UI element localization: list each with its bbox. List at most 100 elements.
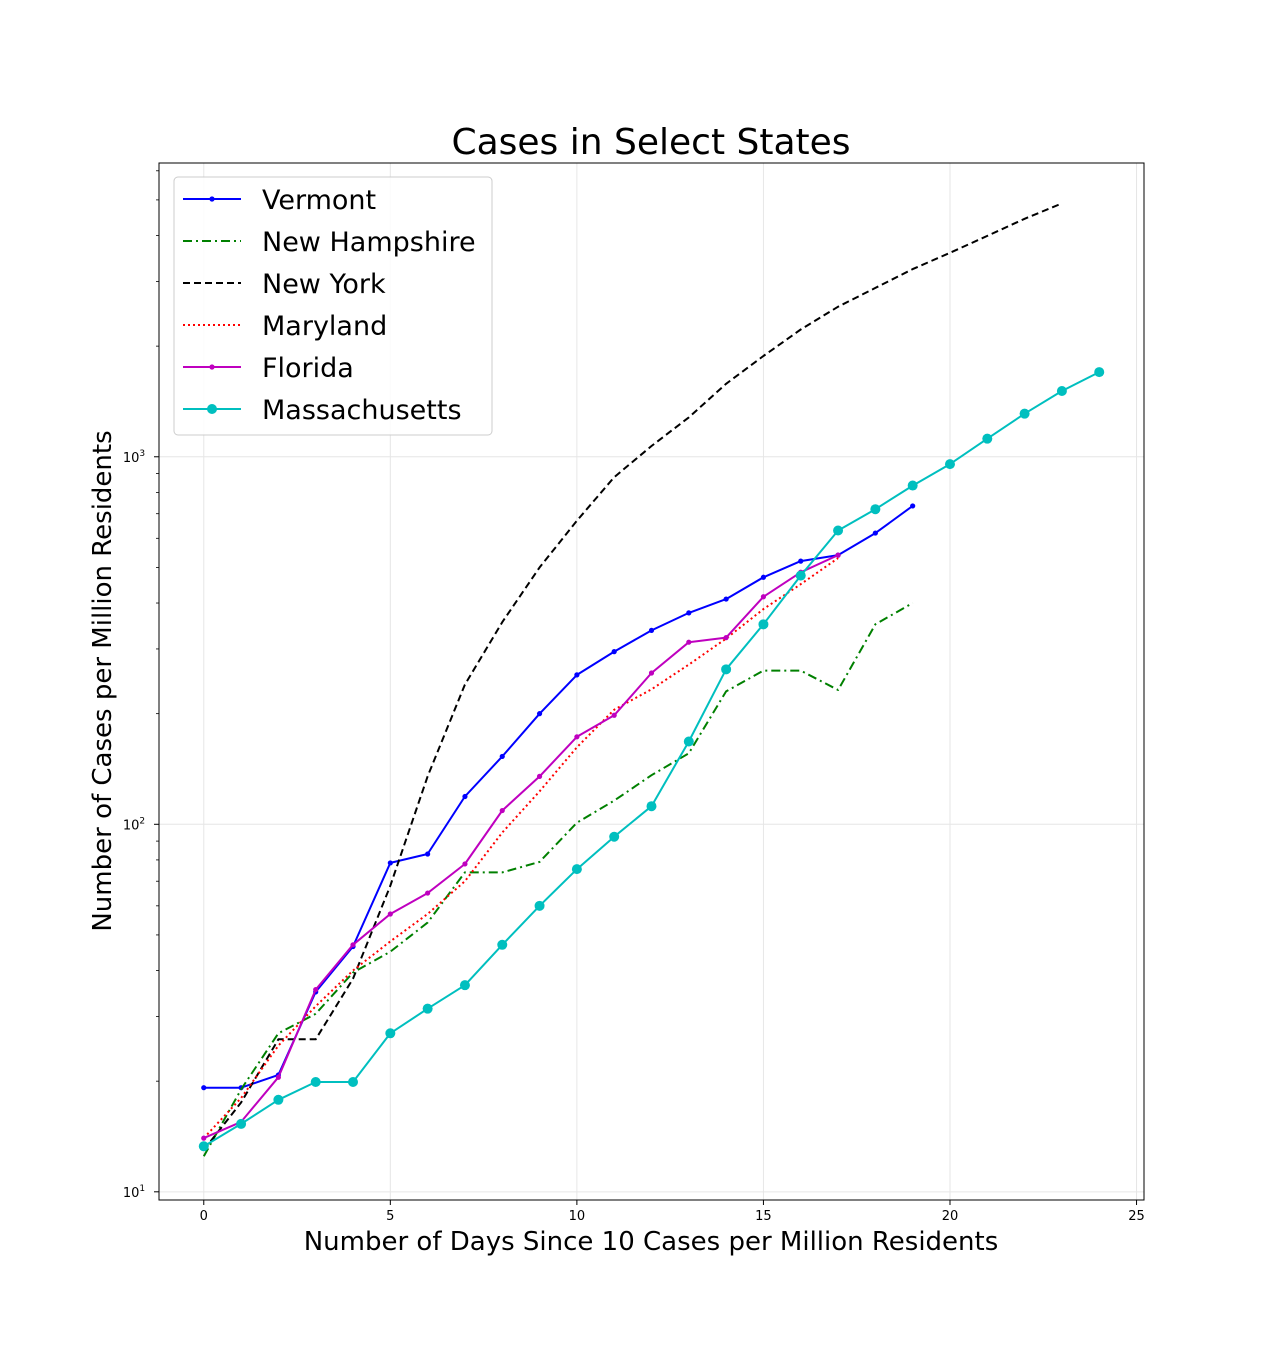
data-point	[499, 753, 505, 760]
series-line	[202, 602, 914, 1157]
data-point	[313, 986, 319, 993]
data-point	[310, 1076, 321, 1087]
legend-item: New York	[183, 269, 386, 300]
data-point	[760, 594, 767, 600]
data-point	[798, 558, 804, 564]
data-point	[609, 831, 620, 842]
data-point	[760, 574, 767, 580]
data-point	[459, 980, 470, 991]
series-massachusetts	[198, 367, 1105, 1152]
data-point	[982, 433, 993, 444]
legend-label: Florida	[262, 353, 354, 384]
x-tick-label: 10	[569, 1209, 586, 1224]
data-point	[425, 851, 431, 857]
data-point	[385, 1028, 396, 1039]
data-point	[686, 610, 692, 616]
data-point	[198, 1141, 209, 1152]
data-point	[835, 552, 841, 558]
series-line	[203, 557, 839, 1139]
series-line	[203, 505, 914, 1089]
data-point	[1019, 408, 1030, 419]
legend: Vermont New Hampshire New York Maryland Flor…	[173, 176, 493, 436]
data-point	[833, 525, 844, 536]
series-line	[203, 202, 1063, 1151]
data-series	[198, 202, 1105, 1157]
x-tick-label: 20	[942, 1209, 959, 1224]
legend-marker	[207, 404, 217, 414]
data-point	[574, 734, 580, 740]
data-point	[758, 619, 769, 630]
data-point	[723, 635, 729, 641]
data-point	[907, 480, 918, 491]
y-axis-label: Number of Cases per Million Residents	[88, 430, 118, 931]
data-point	[571, 864, 582, 875]
data-point	[646, 801, 657, 812]
data-point	[536, 711, 543, 717]
legend-item: Massachusetts	[183, 395, 462, 426]
data-point	[611, 712, 617, 718]
data-point	[723, 596, 729, 602]
y-axis-ticks: 101 102 103	[123, 170, 159, 1201]
legend-marker	[209, 196, 215, 202]
data-point	[910, 503, 916, 509]
data-point	[462, 793, 468, 800]
data-point	[721, 664, 732, 675]
legend-marker	[209, 364, 215, 370]
series-florida	[201, 552, 841, 1141]
legend-item: Maryland	[183, 311, 387, 342]
y-tick-label: 101	[123, 1184, 145, 1201]
data-point	[497, 939, 508, 950]
x-axis-ticks: 0 5 10 15 20 25	[200, 1200, 1145, 1224]
data-point	[275, 1074, 281, 1080]
legend-label: New Hampshire	[262, 227, 476, 258]
series-maryland	[203, 557, 839, 1139]
data-point	[872, 530, 878, 536]
y-tick-label: 103	[123, 449, 145, 466]
data-point	[534, 900, 545, 911]
data-point	[648, 670, 655, 676]
chart-title: Cases in Select States	[451, 122, 850, 163]
legend-label: Vermont	[262, 185, 376, 216]
data-point	[870, 504, 881, 515]
data-point	[795, 570, 806, 581]
legend-item: Florida	[183, 353, 354, 384]
legend-box	[173, 176, 493, 436]
data-point	[944, 459, 955, 470]
data-point	[683, 736, 694, 747]
data-point	[686, 639, 692, 645]
data-point	[574, 672, 580, 678]
data-point	[387, 860, 393, 866]
data-point	[236, 1118, 247, 1129]
grid-lines	[159, 163, 1144, 1200]
plot-frame	[158, 162, 1145, 1201]
legend-item: Vermont	[183, 185, 376, 216]
legend-item: New Hampshire	[183, 227, 476, 258]
legend-label: Maryland	[262, 311, 387, 342]
data-point	[536, 773, 543, 779]
data-point	[201, 1085, 207, 1091]
data-point	[273, 1094, 284, 1105]
data-point	[1056, 385, 1067, 396]
x-tick-label: 5	[386, 1209, 394, 1224]
y-tick-label: 102	[123, 816, 145, 833]
legend-label: New York	[262, 269, 386, 300]
data-point	[1094, 367, 1105, 378]
series-new-york	[203, 202, 1063, 1151]
series-line	[203, 554, 839, 1140]
legend-label: Massachusetts	[262, 395, 462, 426]
data-point	[648, 627, 655, 633]
data-point	[348, 1076, 359, 1087]
x-tick-label: 15	[755, 1209, 772, 1224]
x-axis-label: Number of Days Since 10 Cases per Millio…	[304, 1227, 999, 1257]
data-point	[387, 911, 393, 917]
x-tick-label: 25	[1128, 1209, 1145, 1224]
data-point	[499, 807, 505, 814]
series-new-hampshire	[202, 602, 914, 1157]
data-point	[611, 649, 617, 655]
data-point	[422, 1003, 433, 1014]
data-point	[425, 890, 431, 896]
x-tick-label: 0	[200, 1209, 208, 1224]
data-point	[201, 1135, 207, 1141]
